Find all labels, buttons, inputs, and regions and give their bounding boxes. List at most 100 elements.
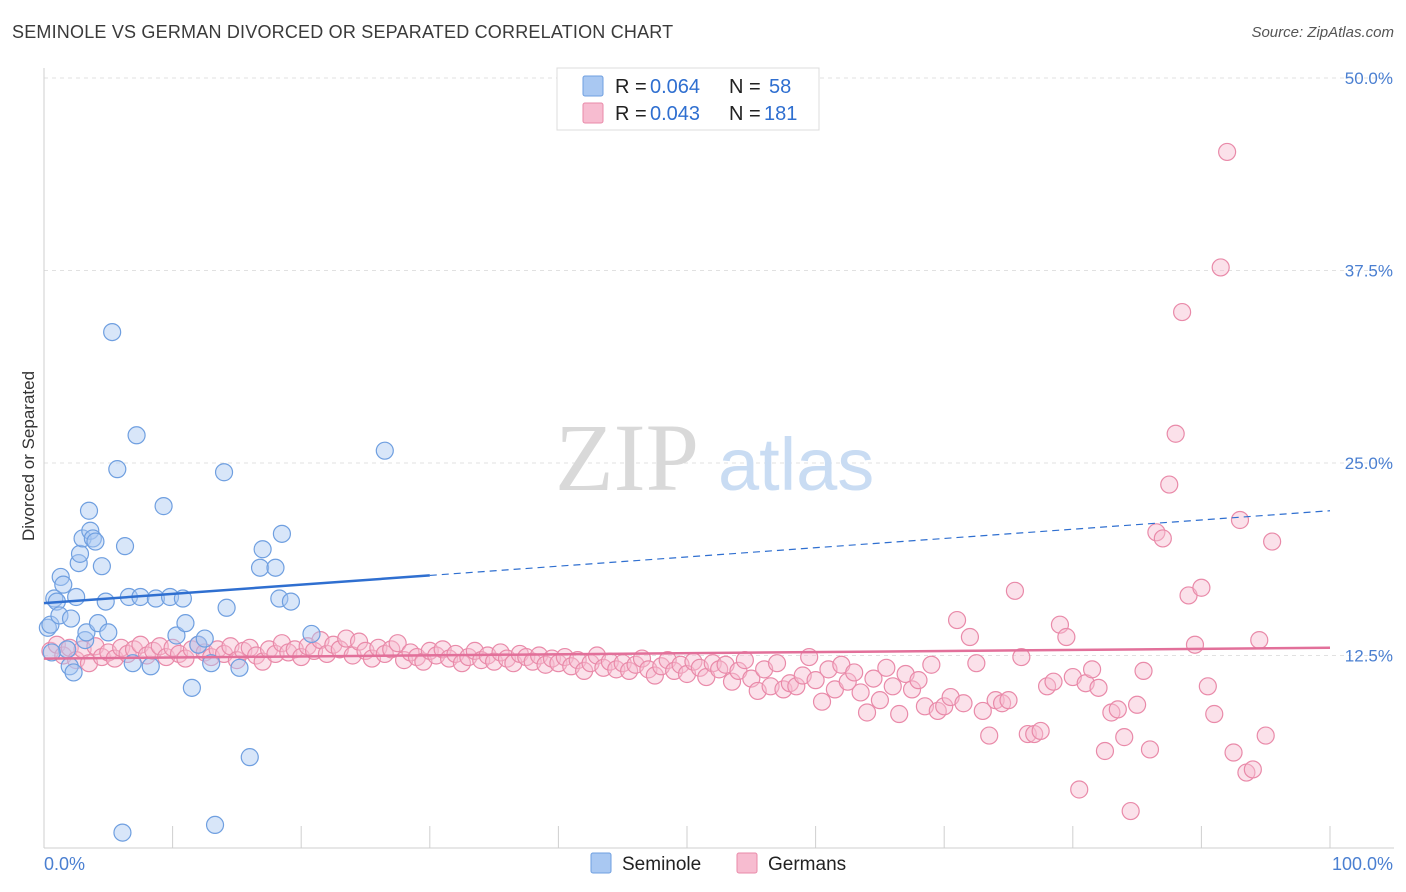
data-point — [1250, 630, 1269, 650]
data-point — [195, 629, 214, 648]
data-point — [202, 654, 221, 673]
trend-line-extension — [429, 510, 1331, 577]
data-point — [54, 575, 73, 594]
data-point — [902, 680, 922, 699]
data-point — [281, 592, 301, 611]
data-point — [64, 663, 83, 682]
data-point — [922, 655, 941, 674]
data-point — [86, 532, 105, 551]
legend-swatch-germans — [582, 102, 604, 124]
data-point — [58, 640, 77, 659]
y-axis-label: Divorced or Separated — [19, 371, 38, 541]
legend-n-value: 58 — [769, 76, 791, 98]
data-point — [1108, 700, 1127, 719]
data-point — [1243, 760, 1262, 779]
data-point — [1057, 627, 1076, 647]
watermark-zip: ZIP — [555, 404, 699, 511]
legend-label-germans: Germans — [768, 854, 846, 875]
data-point — [864, 669, 883, 688]
data-point — [1256, 726, 1275, 745]
data-point — [806, 671, 825, 690]
data-point — [217, 598, 236, 617]
data-point — [1192, 578, 1211, 597]
trend-line-seminole — [43, 574, 430, 605]
data-point — [980, 726, 999, 745]
data-point — [1263, 532, 1282, 551]
watermark-atlas: atlas — [718, 423, 874, 506]
data-point — [61, 609, 81, 628]
legend-swatch-germans — [736, 852, 758, 874]
data-point — [182, 678, 201, 697]
data-point — [1012, 647, 1031, 667]
data-point — [877, 658, 896, 677]
x-tick-label: 0.0% — [44, 854, 85, 874]
x-tick-label: 100.0% — [1332, 854, 1393, 874]
data-point — [96, 592, 115, 611]
data-point — [1115, 728, 1134, 747]
y-tick-label: 12.5% — [1345, 647, 1393, 666]
data-point — [240, 748, 259, 767]
data-point — [735, 651, 754, 670]
data-point — [960, 627, 980, 647]
data-point — [154, 497, 173, 516]
legend-n-label: N = — [729, 76, 761, 98]
data-point — [1070, 780, 1089, 799]
data-point — [1153, 529, 1172, 548]
data-point — [1224, 743, 1243, 762]
data-point — [69, 553, 88, 573]
legend-n-value: 181 — [764, 103, 797, 125]
data-point — [103, 323, 122, 342]
data-point — [845, 663, 864, 682]
watermark: ZIP atlas — [555, 404, 874, 511]
data-point — [250, 558, 270, 577]
data-point — [851, 683, 870, 702]
data-point — [50, 606, 69, 625]
data-point — [722, 672, 742, 691]
data-point — [115, 537, 135, 556]
data-point — [99, 623, 118, 642]
data-point — [266, 558, 285, 577]
data-point — [167, 626, 186, 645]
y-tick-label: 37.5% — [1345, 262, 1393, 281]
data-point — [1089, 678, 1108, 697]
legend-swatch-seminole — [590, 852, 612, 874]
data-point — [113, 823, 132, 842]
axes — [43, 68, 1394, 849]
data-point — [1185, 635, 1205, 654]
data-point — [812, 692, 832, 711]
legend-r-value: 0.064 — [650, 76, 700, 98]
data-point — [935, 697, 954, 716]
data-point — [838, 672, 857, 691]
data-point — [947, 610, 967, 630]
data-point — [1095, 741, 1115, 761]
data-point — [1230, 510, 1250, 530]
data-point — [141, 657, 160, 676]
data-point — [1218, 142, 1237, 162]
data-point — [1173, 302, 1192, 322]
data-point — [176, 614, 195, 633]
data-point — [1134, 661, 1153, 681]
data-point — [70, 544, 90, 563]
data-point — [999, 691, 1018, 710]
data-point — [349, 632, 369, 651]
data-point — [1005, 581, 1025, 600]
y-tick-label: 50.0% — [1345, 69, 1393, 88]
data-point — [108, 460, 127, 479]
data-point — [76, 630, 95, 650]
data-point — [1140, 740, 1160, 759]
data-point — [38, 618, 57, 637]
chart-title: SEMINOLE VS GERMAN DIVORCED OR SEPARATED… — [12, 22, 674, 42]
data-point — [870, 691, 890, 710]
legend-top: R = 0.064 N = 58 R = 0.043 N = 181 — [556, 67, 820, 131]
data-point — [890, 704, 909, 724]
data-point — [272, 524, 292, 543]
y-tick-label: 25.0% — [1345, 454, 1393, 473]
data-point — [1044, 672, 1063, 691]
legend-bottom: Seminole Germans — [590, 852, 846, 875]
grid-lines — [44, 77, 1394, 656]
data-point — [388, 634, 407, 653]
data-point — [967, 654, 986, 673]
data-point — [883, 677, 902, 696]
data-point — [205, 815, 225, 835]
